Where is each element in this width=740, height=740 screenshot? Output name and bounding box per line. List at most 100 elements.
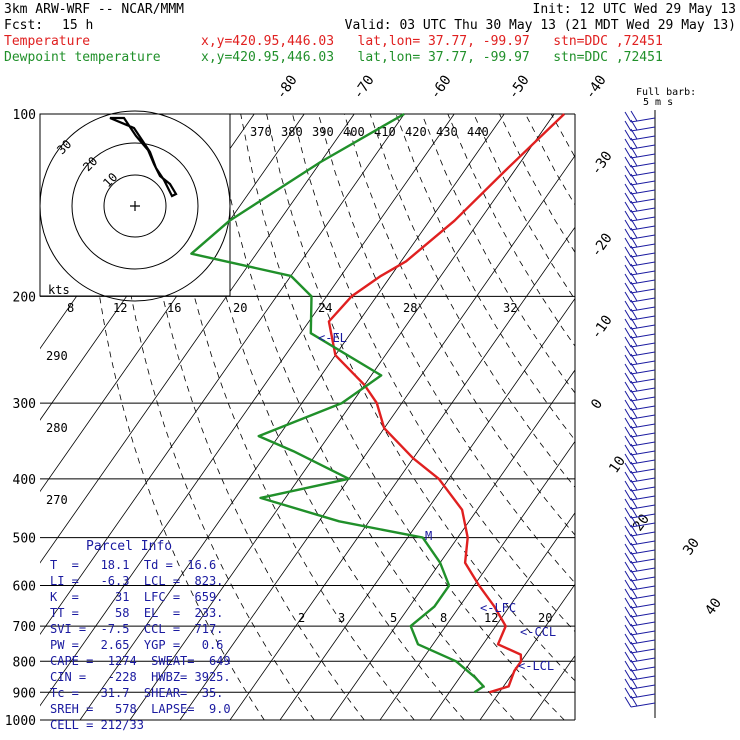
barb-flag <box>624 354 632 366</box>
barb-flag <box>630 650 638 662</box>
wind-barb <box>624 641 656 654</box>
wind-barb <box>624 263 656 276</box>
hodograph-ring <box>39 110 231 302</box>
speed-tick: 16 <box>167 301 181 315</box>
parcel-info-row: LI = -6.3 LCL = 823. <box>50 574 224 588</box>
hodograph-center <box>130 201 140 211</box>
barb-flag <box>630 263 638 275</box>
barb-staff <box>630 135 656 141</box>
wind-barb <box>624 677 656 690</box>
pressure-label: 700 <box>13 620 36 635</box>
isotherm <box>40 114 355 564</box>
parcel-info-row: CIN = -228 HWBZ= 3925. <box>50 670 231 684</box>
barb-flag <box>624 507 632 519</box>
wind-barb <box>624 299 656 312</box>
barb-staff <box>630 189 656 195</box>
wind-barb <box>624 254 656 267</box>
wind-barb <box>624 443 656 456</box>
barb-flag <box>624 399 632 411</box>
temperature-location: x,y=420.95,446.03 lat,lon= 37.77, -99.97… <box>201 34 663 49</box>
barb-flag <box>624 489 632 501</box>
barb-flag <box>624 111 632 123</box>
parcel-info-row: SVI = -7.5 CCL = 717. <box>50 622 224 636</box>
wind-barb <box>624 200 656 213</box>
isotherm <box>179 155 575 720</box>
barb-flag <box>624 570 632 582</box>
isotherm-label: -10 <box>588 312 616 342</box>
valid-time: Valid: 03 UTC Thu 30 May 13 (21 MDT Wed … <box>344 18 736 33</box>
wind-barb <box>624 632 656 645</box>
barb-flag <box>630 569 638 581</box>
dry-adiabat <box>681 114 740 720</box>
barb-flag <box>630 452 638 464</box>
mixing-ratio-label: 12 <box>484 611 498 625</box>
wind-barb <box>624 344 656 357</box>
dry-adiabat <box>655 114 740 720</box>
wind-barbs: Full barb:5 m s <box>624 87 696 718</box>
barb-flag <box>624 138 632 150</box>
barb-staff <box>630 495 656 501</box>
mixing-ratio-label: 20 <box>538 611 552 625</box>
temperature-legend: Temperature <box>4 34 91 49</box>
barb-staff <box>630 225 656 231</box>
barb-flag <box>630 533 638 545</box>
isotherm-label: -20 <box>588 230 616 260</box>
barb-flag <box>630 470 638 482</box>
barb-staff <box>630 648 656 654</box>
pressure-label: 1000 <box>5 714 36 729</box>
wind-barb <box>624 137 656 150</box>
pressure-label: 300 <box>13 397 36 412</box>
barb-flag <box>630 407 638 419</box>
barb-flag <box>630 380 638 392</box>
isotherm-label: -60 <box>427 72 455 102</box>
dewpoint-legend: Dewpoint temperature <box>4 50 161 65</box>
hodograph-trace <box>109 116 178 198</box>
barb-flag <box>624 147 632 159</box>
dewpoint-trace <box>190 112 485 694</box>
wind-barb <box>624 119 656 132</box>
dry-adiabat <box>136 114 365 720</box>
barb-flag <box>624 345 632 357</box>
wind-barb <box>624 290 656 303</box>
barb-staff <box>630 540 656 546</box>
barb-staff <box>630 612 656 618</box>
wind-barb <box>624 335 656 348</box>
barb-flag <box>624 183 632 195</box>
model-title: 3km ARW-WRF -- NCAR/MMM <box>4 2 185 17</box>
barb-flag <box>630 164 638 176</box>
barb-flag <box>630 596 638 608</box>
theta-e-label: 410 <box>374 125 396 139</box>
parcel-info-row: CAPE = 1274 SWEAT= 649 <box>50 654 231 668</box>
wind-barb <box>624 425 656 438</box>
barb-flag <box>630 623 638 635</box>
barb-staff <box>630 207 656 213</box>
speed-tick: 24 <box>318 301 332 315</box>
barb-flag <box>630 191 638 203</box>
barb-flag <box>624 696 632 708</box>
barb-flag <box>624 129 632 141</box>
barb-flag <box>624 435 632 447</box>
barb-staff <box>630 585 656 591</box>
barb-flag <box>624 237 632 249</box>
barb-staff <box>630 315 656 321</box>
wind-barb <box>624 614 656 627</box>
barb-staff <box>630 684 656 690</box>
barb-staff <box>630 351 656 357</box>
wind-barb <box>624 389 656 402</box>
pressure-label: 500 <box>13 532 36 547</box>
temperature-trace <box>327 113 566 694</box>
barb-flag <box>630 308 638 320</box>
barb-flag <box>624 606 632 618</box>
dry-adiabat <box>85 114 265 720</box>
dry-adiabat <box>473 114 575 301</box>
barb-flag <box>624 417 632 429</box>
isotherm-label: -30 <box>588 148 616 178</box>
forecast-hour: 15 h <box>62 18 94 33</box>
barb-staff <box>630 216 656 222</box>
annotations: <-EL <-LFC <-CCL <-LCL M <box>318 331 556 673</box>
theta-label: 290 <box>46 349 68 363</box>
isotherm <box>40 114 305 493</box>
barb-staff <box>630 369 656 375</box>
barb-staff <box>630 279 656 285</box>
isotherm <box>40 114 455 707</box>
